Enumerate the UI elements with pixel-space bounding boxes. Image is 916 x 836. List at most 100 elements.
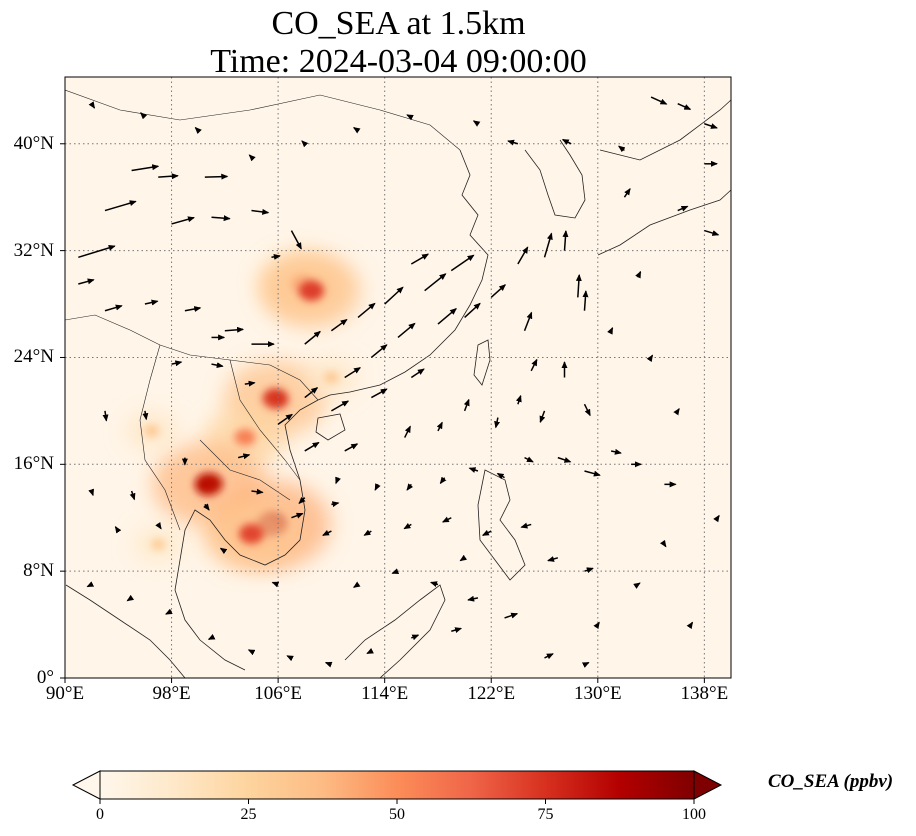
wind-arrow: [144, 299, 159, 306]
wind-arrow: [436, 421, 443, 432]
wind-arrow: [304, 387, 319, 399]
wind-arrow: [331, 400, 350, 412]
wind-arrow: [286, 655, 294, 662]
taiwan-coastline: [473, 339, 491, 386]
wind-arrow: [673, 407, 680, 416]
wind-arrow: [244, 380, 256, 387]
wind-arrow: [623, 187, 631, 198]
wind-arrow: [464, 302, 481, 318]
wind-arrow: [88, 101, 96, 109]
wind-arrow: [78, 244, 116, 259]
wind-arrow: [171, 360, 183, 367]
wind-arrow: [331, 501, 340, 508]
wind-arrow: [126, 594, 135, 602]
hotspot-core-6: [239, 523, 264, 544]
wind-arrow: [344, 443, 359, 452]
wind-arrow: [370, 344, 388, 359]
wind-arrow: [330, 318, 348, 332]
wind-arrow: [530, 358, 538, 372]
wind-arrow: [271, 581, 280, 588]
lon-tick-label: 106°E: [254, 683, 302, 704]
wind-arrow: [290, 230, 302, 250]
lat-tick-label: 0°: [36, 667, 54, 688]
wind-arrow: [635, 270, 642, 279]
wind-arrow: [686, 621, 694, 630]
wind-arrow: [335, 476, 341, 485]
wind-arrow: [104, 200, 137, 212]
wind-arrow: [211, 362, 224, 369]
wind-vectors: [78, 96, 720, 668]
wind-arrow: [277, 413, 293, 425]
hotspot-core-2: [262, 388, 289, 410]
wind-arrow: [451, 627, 463, 633]
wind-arrow: [467, 595, 479, 602]
wind-arrow: [584, 470, 601, 477]
wind-arrow: [437, 308, 457, 325]
wind-arrow: [561, 138, 572, 145]
wind-arrow: [158, 173, 179, 180]
wind-arrow: [677, 205, 689, 212]
wind-arrow: [581, 661, 590, 668]
hotspot-core-8: [323, 371, 339, 384]
wind-arrow: [322, 529, 332, 536]
wind-arrow: [439, 476, 447, 485]
graticule: [65, 77, 731, 678]
wind-arrow: [424, 273, 447, 292]
colorbar-tick-label: 100: [682, 806, 706, 823]
map-frame: [64, 76, 732, 679]
wind-arrow: [543, 232, 553, 258]
wind-arrow: [301, 140, 309, 148]
wind-arrow: [430, 581, 439, 588]
colorbar-max-extension: [693, 770, 723, 800]
hotspot-core-3: [234, 429, 256, 447]
lon-tick-label: 90°E: [45, 683, 85, 704]
wind-arrow: [384, 286, 404, 305]
wind-arrow: [403, 425, 411, 438]
lon-tick-label: 130°E: [573, 683, 622, 704]
wind-arrow: [142, 410, 149, 421]
wind-arrow: [291, 512, 304, 519]
wind-arrow: [520, 522, 532, 529]
wind-arrow: [583, 403, 591, 417]
lat-tick-label: 32°N: [13, 239, 54, 261]
wind-arrow: [104, 304, 123, 312]
wind-arrow: [251, 488, 264, 495]
colorbar-tick-label: 0: [96, 806, 104, 823]
wind-arrow: [481, 529, 492, 536]
axis-ticks: [60, 143, 705, 683]
wind-arrow: [557, 456, 572, 463]
wind-arrow: [496, 472, 505, 480]
wind-arrow: [593, 621, 600, 630]
wind-arrow: [129, 490, 136, 501]
wind-arrow: [271, 253, 281, 260]
wind-arrow: [523, 311, 533, 332]
wind-arrow: [547, 556, 559, 562]
wind-arrow: [155, 521, 162, 530]
wind-arrow: [247, 649, 256, 656]
lon-tick-label: 138°E: [680, 683, 729, 704]
indochina-coastline: [174, 399, 319, 671]
wind-arrow: [677, 103, 692, 110]
hotspot-core-7: [143, 424, 160, 437]
wind-arrow: [207, 633, 216, 641]
wind-arrow: [114, 526, 122, 534]
wind-arrow: [659, 539, 667, 548]
lat-tick-label: 8°N: [23, 560, 54, 582]
wind-arrow: [353, 126, 361, 134]
wind-arrow: [184, 306, 202, 312]
lon-tick-label: 98°E: [152, 683, 191, 704]
lon-tick-label: 114°E: [361, 683, 409, 704]
colorbar-tick-label: 75: [537, 806, 554, 823]
wind-arrow: [544, 653, 554, 660]
wind-arrow: [298, 496, 306, 505]
wind-arrow: [304, 330, 321, 345]
wind-arrow: [504, 612, 519, 619]
wind-arrow: [607, 327, 614, 335]
wind-arrow: [704, 123, 718, 129]
borneo-coastline: [344, 584, 446, 678]
wind-arrow: [650, 96, 668, 105]
wind-arrow: [204, 173, 229, 180]
wind-arrow: [610, 448, 622, 455]
